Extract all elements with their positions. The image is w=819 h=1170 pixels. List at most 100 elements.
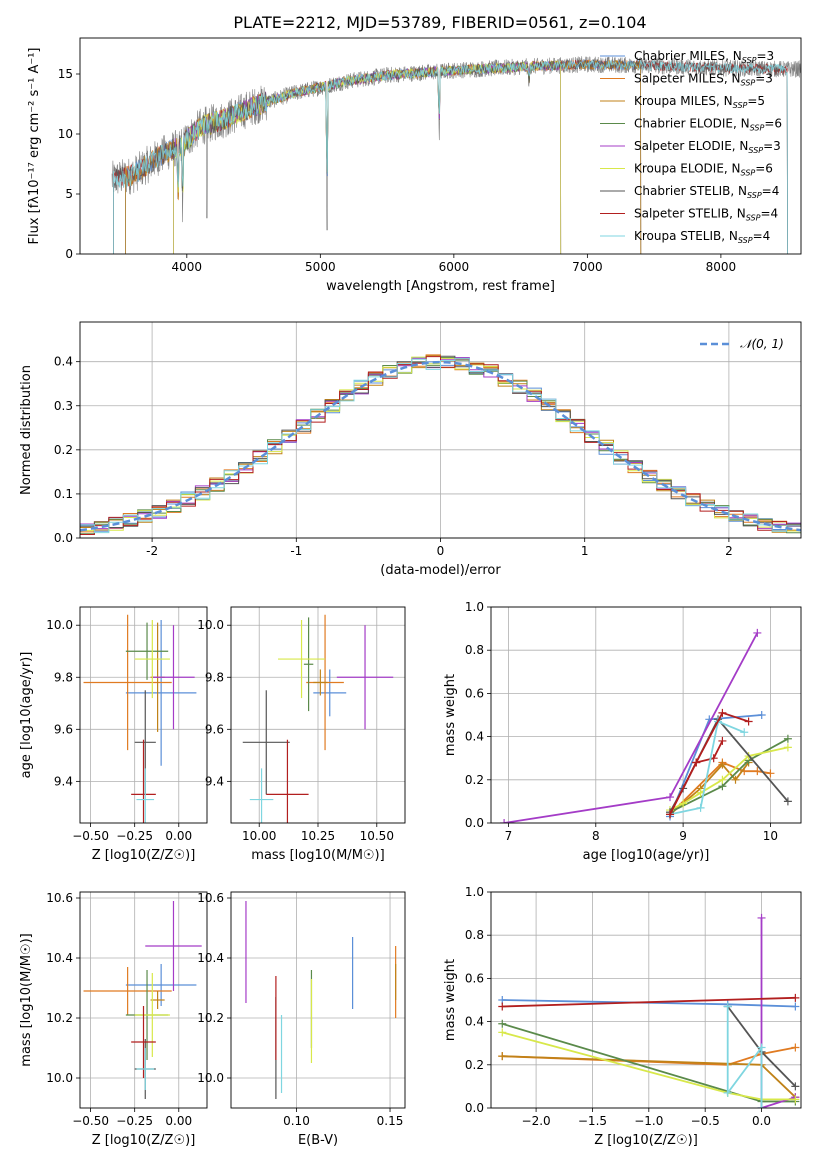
series-marker bbox=[723, 1002, 732, 1011]
grid bbox=[231, 607, 405, 823]
series-marker bbox=[666, 793, 675, 802]
x-tick-label: 10.25 bbox=[301, 829, 335, 843]
x-tick-label: 0.00 bbox=[165, 1114, 192, 1128]
legend-label: Kroupa MILES, NSSP=5 bbox=[634, 94, 765, 110]
x-axis-label: E(B-V) bbox=[298, 1133, 338, 1148]
series-line bbox=[502, 1031, 796, 1101]
y-axis-label: mass weight bbox=[443, 674, 458, 756]
legend-label: Chabrier STELIB, NSSP=4 bbox=[634, 184, 779, 200]
x-tick-label: −2.0 bbox=[522, 1114, 551, 1128]
axes-frame bbox=[230, 606, 406, 824]
series-marker bbox=[718, 708, 727, 717]
grid bbox=[80, 607, 207, 823]
y-tick-label: 9.4 bbox=[54, 774, 73, 788]
histogram-kroupa-stelib bbox=[80, 357, 801, 534]
y-tick-label: 10.4 bbox=[46, 951, 73, 965]
plot-area bbox=[242, 614, 394, 823]
y-tick-label: 10.2 bbox=[46, 1011, 73, 1025]
series-line bbox=[669, 746, 789, 811]
axes: 4000 5000 6000 7000 8000 0 5 10 15 wavelength [An… bbox=[27, 37, 802, 294]
y-tick-label: 10.0 bbox=[197, 618, 224, 632]
y-tick-label: 15 bbox=[58, 67, 73, 81]
model-spectrum-kroupa-stelib bbox=[113, 59, 788, 254]
series-line bbox=[669, 738, 789, 814]
x-tick-label: −1.0 bbox=[634, 1114, 663, 1128]
y-tick-label: 9.8 bbox=[54, 670, 73, 684]
axes-frame bbox=[490, 606, 802, 824]
legend-label: Chabrier MILES, NSSP=3 bbox=[634, 49, 774, 65]
y-tick-label: 9.6 bbox=[205, 722, 224, 736]
y-tick-label: 9.4 bbox=[205, 774, 224, 788]
axes: −0.50 −0.25 0.00 10.0 10.2 10.4 10.6 Z [log10(Z… bbox=[19, 891, 208, 1148]
x-axis-label: mass [log10(M/M☉)] bbox=[251, 848, 384, 863]
series-marker bbox=[744, 717, 753, 726]
y-tick-label: 0.0 bbox=[465, 816, 484, 830]
plot-area bbox=[83, 614, 197, 823]
y-axis-label: Normed distribution bbox=[19, 365, 34, 495]
series-marker bbox=[757, 711, 766, 719]
series-marker bbox=[791, 993, 800, 1002]
y-tick-label: 10 bbox=[58, 127, 73, 141]
figure-title: PLATE=2212, MJD=53789, FIBERID=0561, z=0… bbox=[233, 13, 646, 32]
panel-mass-weight-vs-Z: −2.0 −1.5 −1.0 −0.5 0.0 0.0 0.2 0.4 0.6 0.8 1.0 Z [… bbox=[443, 885, 802, 1148]
series-marker bbox=[696, 803, 705, 812]
y-axis-label: Flux [fλ10⁻¹⁷ erg cm⁻² s⁻¹ A⁻¹] bbox=[27, 48, 42, 245]
series-line bbox=[726, 1006, 763, 1108]
axes: 10.00 10.25 10.50 9.4 9.6 9.8 10.0 mass [log10(… bbox=[197, 606, 406, 863]
axes-frame bbox=[490, 891, 802, 1109]
x-tick-label: −1.5 bbox=[578, 1114, 607, 1128]
legend-label: Chabrier ELODIE, NSSP=6 bbox=[634, 117, 782, 133]
plot-area bbox=[500, 628, 792, 823]
panel-spectrum: 4000 5000 6000 7000 8000 0 5 10 15 wavelength [An… bbox=[27, 37, 802, 294]
y-axis-label: age [log10(age/yr)] bbox=[19, 652, 34, 779]
y-tick-label: 0.8 bbox=[465, 643, 484, 657]
legend-label: Kroupa STELIB, NSSP=4 bbox=[634, 229, 770, 245]
x-axis-label: Z [log10(Z/Z☉)] bbox=[92, 848, 196, 863]
y-tick-label: 0.2 bbox=[465, 773, 484, 787]
series-marker bbox=[753, 628, 762, 637]
series-marker bbox=[757, 1043, 766, 1052]
axes: −2.0 −1.5 −1.0 −0.5 0.0 0.0 0.2 0.4 0.6 0.8 1.0 Z [… bbox=[443, 885, 802, 1148]
axes: -2 -1 0 1 2 0.0 0.1 0.2 0.3 0.4 (data-model)/error… bbox=[19, 321, 802, 578]
y-tick-label: 0.2 bbox=[54, 443, 73, 457]
y-tick-label: 1.0 bbox=[465, 885, 484, 899]
series-marker bbox=[757, 913, 766, 922]
panel-mass-weight-vs-age: 7 8 9 10 0.0 0.2 0.4 0.6 0.8 1.0 age [log10(age/yr… bbox=[443, 600, 802, 863]
series-marker bbox=[666, 810, 675, 819]
legend-label: 𝒩(0, 1) bbox=[740, 337, 784, 351]
series-marker bbox=[718, 736, 727, 745]
y-axis-label: mass weight bbox=[443, 959, 458, 1041]
plot-area bbox=[111, 56, 801, 254]
series-marker bbox=[783, 797, 792, 806]
x-tick-label: −0.25 bbox=[116, 1114, 153, 1128]
y-tick-label: 0.4 bbox=[54, 355, 73, 369]
y-tick-label: 5 bbox=[65, 187, 73, 201]
panel-residual-histogram: -2 -1 0 1 2 0.0 0.1 0.2 0.3 0.4 (data-model)/error… bbox=[19, 321, 802, 578]
y-tick-label: 0.4 bbox=[465, 1015, 484, 1029]
axes: −0.50 −0.25 0.00 9.4 9.6 9.8 10.0 Z [log10(Z/Z☉… bbox=[19, 606, 208, 863]
y-tick-label: 1.0 bbox=[465, 600, 484, 614]
grid bbox=[491, 606, 801, 824]
x-tick-label: −0.50 bbox=[72, 1114, 109, 1128]
y-tick-label: 10.6 bbox=[46, 891, 73, 905]
y-tick-label: 0.4 bbox=[465, 730, 484, 744]
panel-mass-vs-Z: −0.50 −0.25 0.00 10.0 10.2 10.4 10.6 Z [log10(Z… bbox=[19, 891, 208, 1148]
x-tick-label: 10.50 bbox=[360, 829, 394, 843]
y-tick-label: 10.6 bbox=[197, 891, 224, 905]
series-marker bbox=[791, 1002, 800, 1011]
series-marker bbox=[498, 1002, 507, 1011]
y-tick-label: 10.0 bbox=[46, 618, 73, 632]
series-marker bbox=[731, 775, 740, 784]
y-tick-label: 9.8 bbox=[205, 670, 224, 684]
y-tick-label: 0.2 bbox=[465, 1058, 484, 1072]
plot-area bbox=[83, 901, 202, 1099]
y-tick-label: 10.0 bbox=[197, 1071, 224, 1085]
series-marker bbox=[766, 769, 775, 778]
panel-mass-vs-EBV: 0.10 0.15 10.0 10.2 10.4 10.6 E(B-V) bbox=[197, 891, 406, 1148]
series-marker bbox=[753, 767, 762, 776]
x-tick-label: 0.15 bbox=[377, 1114, 404, 1128]
y-tick-label: 0.6 bbox=[465, 971, 484, 985]
series-marker bbox=[791, 1095, 800, 1104]
series-marker bbox=[498, 1019, 507, 1028]
legend: Chabrier MILES, NSSP=3 Salpeter MILES, NS… bbox=[600, 49, 782, 245]
